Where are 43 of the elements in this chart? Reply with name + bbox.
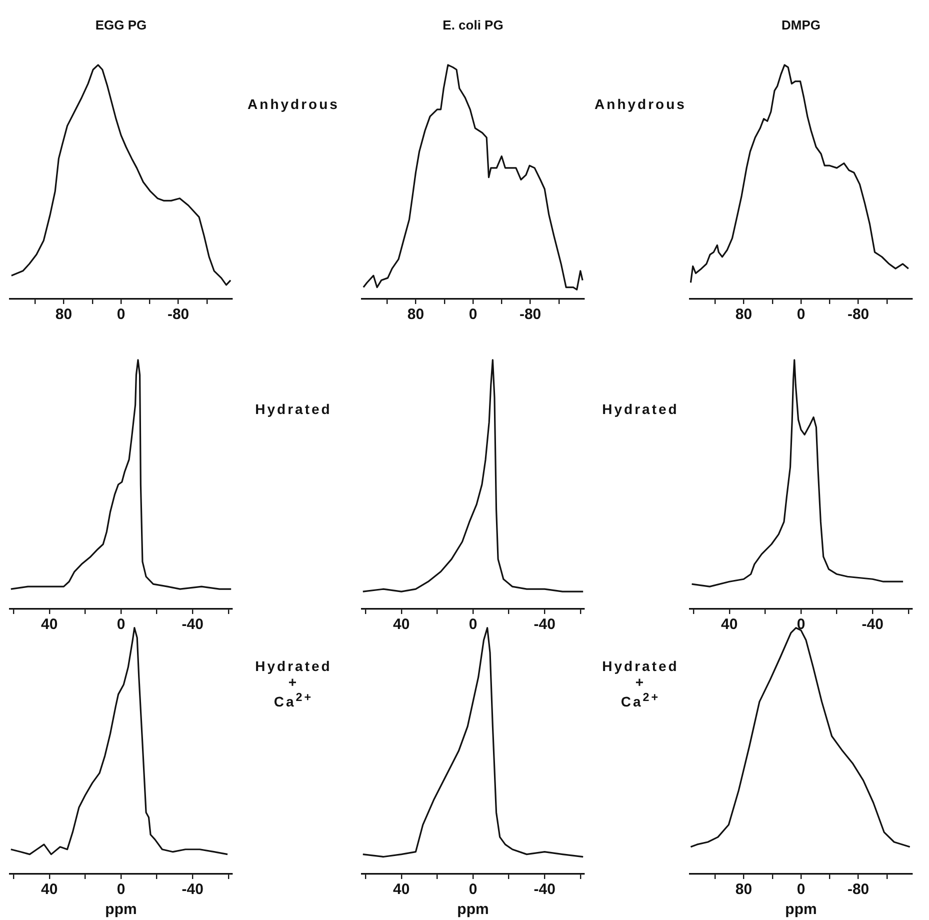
x-tick-label: -40 (534, 616, 556, 634)
text: Anhydrous (246, 96, 340, 112)
text: + (634, 674, 647, 690)
x-tick-label: -80 (519, 306, 542, 324)
chart-title: DMPG (782, 17, 820, 32)
text: Hydrated (254, 658, 333, 674)
x-tick-label: -80 (167, 306, 190, 324)
x-tick-label: -40 (862, 616, 884, 634)
x-tick-label: 80 (407, 306, 424, 324)
x-axis-title: ppm (457, 901, 489, 918)
x-tick-label: -80 (847, 881, 870, 898)
x-tick-label: -40 (534, 881, 556, 898)
x-tick-label: 0 (468, 616, 478, 634)
x-tick-label: 40 (41, 881, 58, 898)
text: + (287, 674, 300, 690)
chart-title: E. coli PG (442, 17, 504, 32)
text: Hydrated (254, 401, 333, 417)
x-tick-label: 0 (116, 881, 126, 898)
x-axis-title: ppm (785, 901, 817, 918)
text: Ca$^{2+}$ (272, 690, 314, 710)
x-tick-label: 40 (721, 616, 738, 634)
x-tick-label: 0 (468, 306, 478, 324)
text: Hydrated (601, 658, 680, 674)
x-tick-label: 80 (735, 306, 752, 324)
x-tick-label: 80 (735, 881, 752, 898)
x-tick-label: 0 (116, 616, 126, 634)
x-tick-label: 80 (55, 306, 72, 324)
text: Ca$^{2+}$ (620, 690, 662, 710)
x-tick-label: -40 (182, 881, 204, 898)
text: Anhydrous (594, 96, 688, 112)
x-tick-label: -80 (847, 306, 870, 324)
x-axis-title: ppm (105, 901, 137, 918)
x-tick-label: -40 (182, 616, 204, 634)
chart-title: EGG PG (95, 17, 147, 32)
x-tick-label: 0 (796, 881, 806, 898)
x-tick-label: 0 (116, 306, 126, 324)
x-tick-label: 40 (41, 616, 58, 634)
x-tick-label: 0 (796, 616, 806, 634)
text: Hydrated (601, 401, 680, 417)
x-tick-label: 40 (393, 881, 410, 898)
x-tick-label: 0 (796, 306, 806, 324)
x-tick-label: 0 (468, 881, 478, 898)
x-tick-label: 40 (393, 616, 410, 634)
